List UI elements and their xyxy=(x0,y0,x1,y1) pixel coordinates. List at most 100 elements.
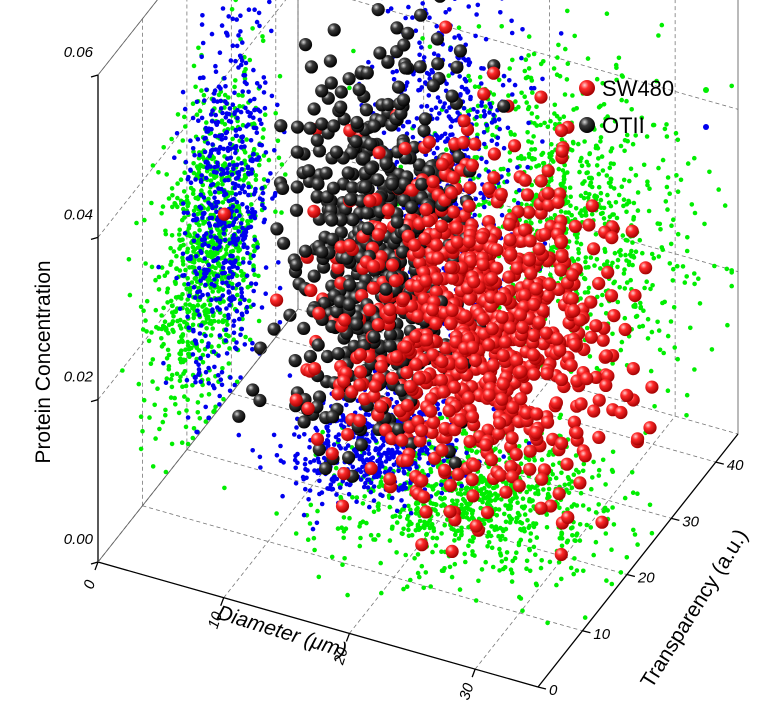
projection-point-otii xyxy=(239,58,245,64)
projection-point-otii xyxy=(344,481,350,487)
projection-point-sw480 xyxy=(364,520,369,526)
projection-point-sw480 xyxy=(163,328,169,333)
projection-point-sw480 xyxy=(533,521,539,526)
projection-point-otii xyxy=(199,173,204,178)
projection-point-sw480 xyxy=(484,489,489,495)
projection-point-otii xyxy=(383,459,389,464)
projection-point-sw480 xyxy=(654,78,659,84)
projection-point-sw480 xyxy=(409,532,415,538)
projection-point-otii xyxy=(237,213,242,218)
projection-point-sw480 xyxy=(729,270,734,275)
projection-point-sw480 xyxy=(182,114,187,120)
projection-point-otii xyxy=(437,99,443,104)
projection-point-sw480 xyxy=(569,212,574,218)
projection-point-otii xyxy=(509,18,514,24)
projection-point-sw480 xyxy=(159,344,165,349)
projection-point-sw480 xyxy=(674,173,679,178)
projection-point-otii xyxy=(240,89,245,94)
projection-point-otii xyxy=(339,418,345,423)
projection-point-sw480 xyxy=(424,532,429,537)
projection-point-otii xyxy=(341,424,347,430)
projection-point-otii xyxy=(250,340,255,346)
projection-point-sw480 xyxy=(616,249,622,255)
projection-point-sw480 xyxy=(347,515,352,521)
projection-point-otii xyxy=(378,445,384,450)
projection-point-sw480 xyxy=(488,533,494,539)
projection-point-sw480 xyxy=(642,285,647,291)
projection-point-otii xyxy=(305,468,310,473)
projection-point-sw480 xyxy=(619,339,625,345)
grid-line-floor-y xyxy=(142,505,583,632)
projection-point-otii xyxy=(212,283,217,288)
projection-point-otii xyxy=(378,492,383,498)
projection-point-sw480 xyxy=(438,495,443,501)
projection-point-otii xyxy=(385,391,391,397)
projection-point-sw480 xyxy=(655,319,660,325)
projection-point-sw480 xyxy=(429,445,434,450)
projection-point-sw480 xyxy=(598,135,604,140)
projection-point-otii xyxy=(190,115,196,121)
projection-point-sw480 xyxy=(688,325,693,331)
projection-point-sw480 xyxy=(197,228,202,233)
projection-point-sw480 xyxy=(387,504,393,510)
data-point-otii xyxy=(307,269,321,283)
projection-point-sw480 xyxy=(589,184,595,190)
projection-point-sw480 xyxy=(665,175,671,180)
projection-point-sw480 xyxy=(220,287,226,293)
projection-point-otii xyxy=(280,493,285,499)
projection-point-sw480 xyxy=(611,280,616,286)
projection-point-otii xyxy=(457,74,463,79)
projection-point-sw480 xyxy=(583,209,588,215)
projection-point-sw480 xyxy=(545,124,551,130)
projection-point-otii xyxy=(261,75,267,80)
projection-point-sw480 xyxy=(465,109,471,114)
projection-point-otii xyxy=(223,338,229,343)
data-point-otii xyxy=(315,117,329,131)
projection-point-sw480 xyxy=(154,324,159,330)
projection-point-sw480 xyxy=(582,615,588,620)
projection-point-sw480 xyxy=(633,304,638,310)
projection-point-otii xyxy=(242,342,248,347)
projection-point-sw480 xyxy=(712,263,717,269)
projection-point-sw480 xyxy=(570,93,575,98)
projection-point-sw480 xyxy=(498,166,504,172)
projection-point-otii xyxy=(437,411,443,417)
projection-point-otii xyxy=(357,454,362,459)
projection-point-otii xyxy=(540,139,545,144)
projection-point-otii xyxy=(479,81,484,86)
projection-point-sw480 xyxy=(498,551,503,556)
projection-point-sw480 xyxy=(474,122,479,127)
projection-point-otii xyxy=(206,268,211,273)
projection-point-otii xyxy=(390,69,396,75)
projection-point-sw480 xyxy=(379,590,384,596)
projection-point-otii xyxy=(406,119,412,125)
projection-point-sw480 xyxy=(241,256,246,262)
projection-point-sw480 xyxy=(526,151,532,157)
projection-point-otii xyxy=(448,132,453,138)
projection-point-otii xyxy=(255,107,261,112)
projection-point-otii xyxy=(243,229,249,235)
projection-point-sw480 xyxy=(518,461,524,467)
projection-point-sw480 xyxy=(439,531,444,536)
projection-point-otii xyxy=(361,484,367,490)
projection-point-sw480 xyxy=(626,199,632,205)
projection-point-otii xyxy=(334,476,340,482)
projection-point-otii xyxy=(431,150,437,156)
projection-point-sw480 xyxy=(351,48,356,54)
projection-point-otii xyxy=(336,443,342,449)
projection-point-sw480 xyxy=(589,176,595,181)
projection-point-otii xyxy=(223,99,228,104)
projection-point-sw480 xyxy=(549,245,555,250)
projection-point-otii xyxy=(233,150,238,156)
projection-point-otii xyxy=(246,89,251,95)
projection-point-sw480 xyxy=(252,272,257,278)
projection-point-otii xyxy=(319,501,325,507)
projection-point-otii xyxy=(437,111,442,116)
projection-point-sw480 xyxy=(230,248,236,254)
projection-point-sw480 xyxy=(628,166,634,172)
projection-point-sw480 xyxy=(684,274,689,279)
projection-point-otii xyxy=(161,360,166,366)
projection-point-sw480 xyxy=(185,203,190,209)
projection-point-sw480 xyxy=(539,457,545,463)
projection-point-otii xyxy=(204,165,210,170)
